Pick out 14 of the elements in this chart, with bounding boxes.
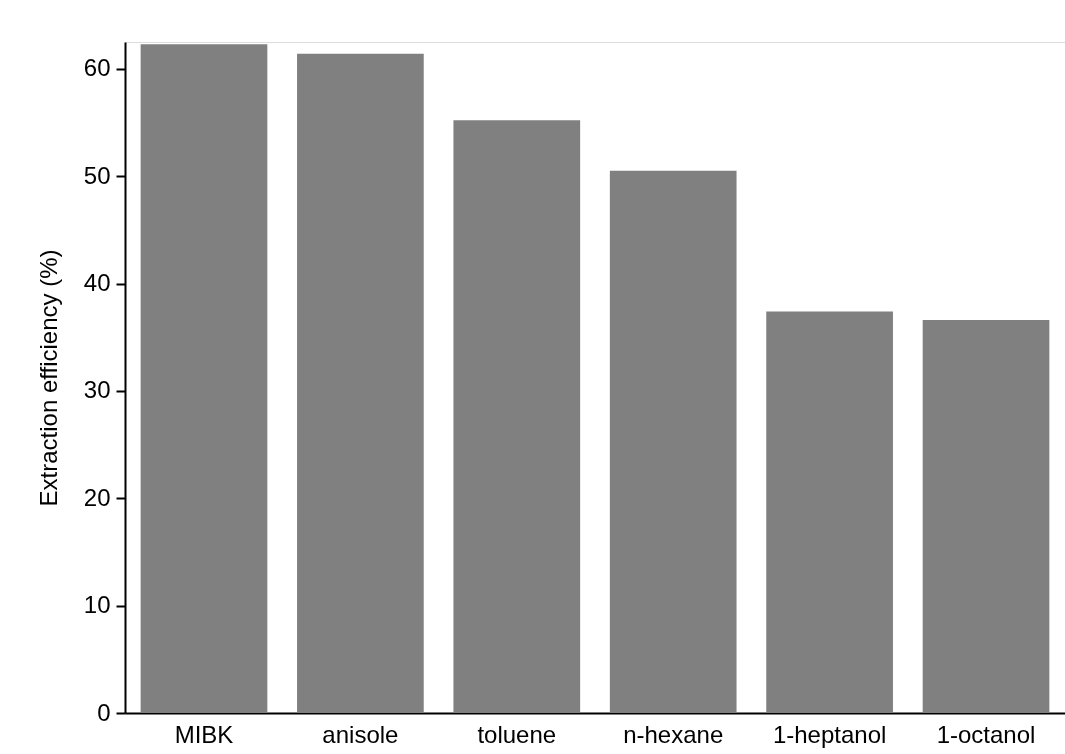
y-tick-label: 40 bbox=[83, 269, 111, 297]
y-axis-title: Extraction efficiency (%) bbox=[34, 249, 62, 507]
x-tick-label: 1-octanol bbox=[936, 720, 1036, 748]
y-tick-label: 60 bbox=[83, 54, 111, 82]
x-tick-label: MIBK bbox=[174, 720, 234, 748]
y-tick-label: 30 bbox=[83, 376, 111, 404]
x-tick-label: toluene bbox=[477, 720, 557, 748]
x-tick-label: n-hexane bbox=[623, 720, 724, 748]
y-tick-label: 20 bbox=[83, 483, 111, 511]
y-tick-label: 10 bbox=[83, 591, 111, 619]
x-tick-label: anisole bbox=[322, 720, 399, 748]
y-tick-label: 0 bbox=[97, 698, 111, 726]
x-tick-label: 1-heptanol bbox=[772, 720, 887, 748]
y-tick-label: 50 bbox=[83, 161, 111, 189]
